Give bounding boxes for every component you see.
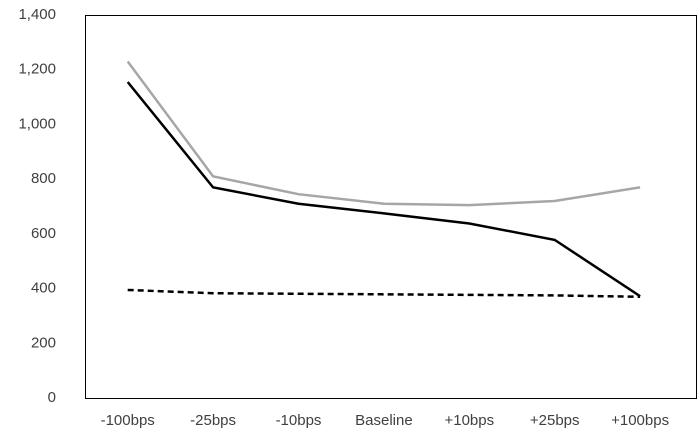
x-tick-label: +10bps bbox=[444, 412, 494, 429]
x-tick-label: Baseline bbox=[355, 412, 413, 429]
x-tick-label: -25bps bbox=[190, 412, 236, 429]
x-tick-label: -10bps bbox=[276, 412, 322, 429]
y-tick-label: 1,200 bbox=[18, 61, 56, 78]
series-line bbox=[126, 60, 641, 207]
x-tick-label: -100bps bbox=[101, 412, 155, 429]
y-tick-label: 1,400 bbox=[18, 6, 56, 23]
x-tick-label: +25bps bbox=[530, 412, 580, 429]
y-tick-label: 400 bbox=[31, 280, 56, 297]
series-line bbox=[127, 288, 641, 299]
y-tick-label: 600 bbox=[31, 225, 56, 242]
y-tick-label: 200 bbox=[31, 334, 56, 351]
series-line bbox=[126, 81, 641, 298]
plot-frame bbox=[85, 15, 697, 399]
x-tick-label: +100bps bbox=[611, 412, 669, 429]
y-tick-label: 1,000 bbox=[18, 115, 56, 132]
y-tick-label: 800 bbox=[31, 170, 56, 187]
y-tick-label: 0 bbox=[48, 389, 56, 406]
